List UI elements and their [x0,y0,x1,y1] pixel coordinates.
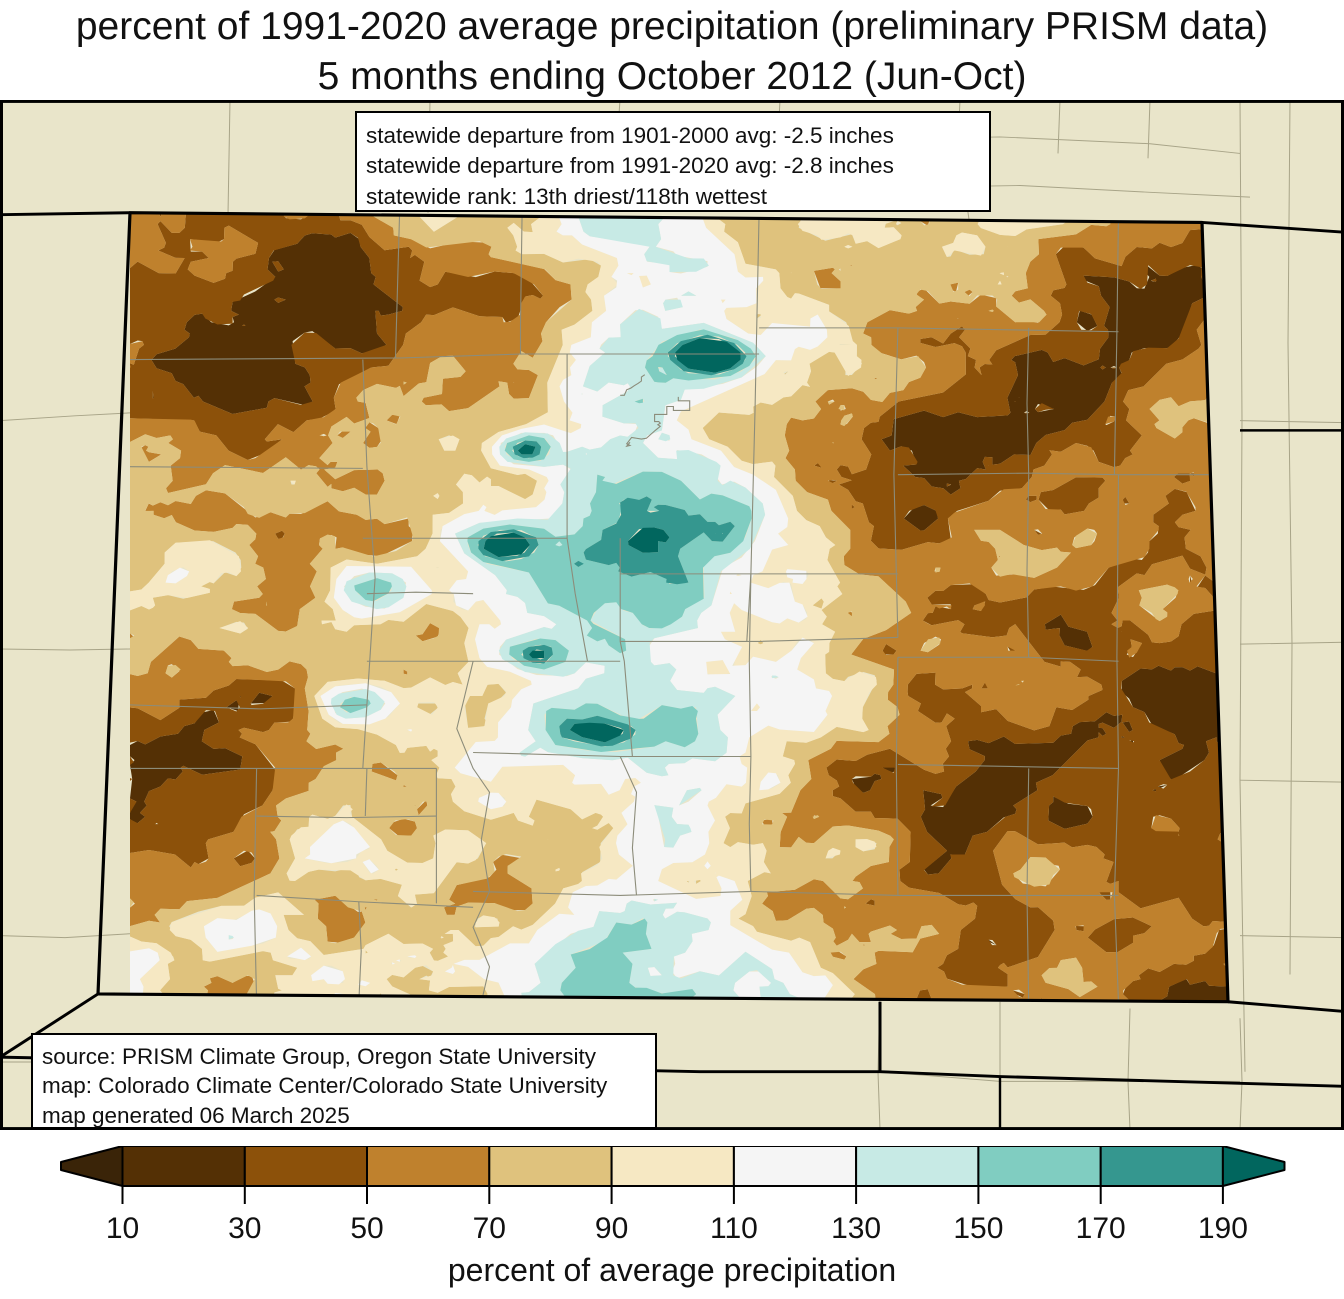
svg-text:50: 50 [350,1212,383,1245]
svg-text:90: 90 [595,1212,628,1245]
svg-text:10: 10 [106,1212,139,1245]
svg-text:70: 70 [473,1212,506,1245]
svg-text:150: 150 [953,1212,1003,1245]
svg-text:170: 170 [1076,1212,1126,1245]
svg-text:130: 130 [831,1212,881,1245]
svg-text:110: 110 [710,1212,758,1245]
svg-text:190: 190 [1198,1212,1248,1245]
svg-text:30: 30 [228,1212,261,1245]
